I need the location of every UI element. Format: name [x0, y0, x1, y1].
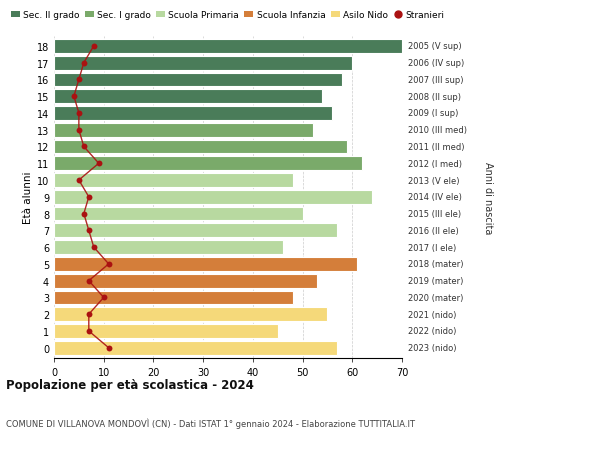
Point: [94, 160, 104, 168]
Bar: [54, 123, 313, 137]
Text: 2010 (III med): 2010 (III med): [408, 126, 467, 135]
Text: 2018 (mater): 2018 (mater): [408, 260, 463, 269]
Text: 2011 (II med): 2011 (II med): [408, 143, 464, 151]
Point: [74, 127, 83, 134]
Point: [74, 110, 83, 118]
Point: [84, 194, 94, 201]
Bar: [54, 157, 362, 171]
Bar: [54, 40, 402, 54]
Point: [79, 60, 89, 67]
Point: [104, 344, 113, 352]
Point: [84, 227, 94, 235]
Bar: [54, 241, 283, 254]
Text: 2006 (IV sup): 2006 (IV sup): [408, 59, 464, 68]
Text: 2009 (I sup): 2009 (I sup): [408, 109, 458, 118]
Text: 2014 (IV ele): 2014 (IV ele): [408, 193, 462, 202]
Text: Popolazione per età scolastica - 2024: Popolazione per età scolastica - 2024: [6, 379, 254, 392]
Point: [89, 244, 98, 251]
Bar: [54, 291, 293, 305]
Text: 2020 (mater): 2020 (mater): [408, 293, 463, 302]
Text: 2019 (mater): 2019 (mater): [408, 277, 463, 285]
Point: [99, 294, 109, 302]
Text: 2017 (I ele): 2017 (I ele): [408, 243, 456, 252]
Bar: [54, 224, 337, 238]
Point: [84, 311, 94, 318]
Text: 2021 (nido): 2021 (nido): [408, 310, 457, 319]
Point: [79, 210, 89, 218]
Bar: [54, 73, 343, 87]
Text: 2005 (V sup): 2005 (V sup): [408, 42, 461, 51]
Y-axis label: Età alunni: Età alunni: [23, 171, 32, 224]
Bar: [54, 174, 293, 187]
Point: [74, 177, 83, 185]
Point: [84, 277, 94, 285]
Bar: [54, 140, 347, 154]
Point: [79, 144, 89, 151]
Text: 2008 (II sup): 2008 (II sup): [408, 92, 461, 101]
Bar: [54, 90, 322, 104]
Text: Anni di nascita: Anni di nascita: [483, 161, 493, 234]
Point: [69, 93, 79, 101]
Bar: [54, 190, 372, 204]
Text: 2022 (nido): 2022 (nido): [408, 327, 457, 336]
Bar: [54, 341, 337, 355]
Bar: [54, 56, 352, 70]
Text: 2023 (nido): 2023 (nido): [408, 343, 457, 353]
Text: 2007 (III sup): 2007 (III sup): [408, 76, 463, 85]
Text: 2015 (III ele): 2015 (III ele): [408, 210, 461, 218]
Bar: [54, 207, 302, 221]
Point: [104, 261, 113, 268]
Text: 2013 (V ele): 2013 (V ele): [408, 176, 460, 185]
Point: [74, 77, 83, 84]
Bar: [54, 107, 332, 121]
Legend: Sec. II grado, Sec. I grado, Scuola Primaria, Scuola Infanzia, Asilo Nido, Stran: Sec. II grado, Sec. I grado, Scuola Prim…: [11, 11, 445, 20]
Point: [84, 328, 94, 335]
Bar: [54, 325, 278, 338]
Bar: [54, 308, 328, 321]
Bar: [54, 274, 317, 288]
Text: COMUNE DI VILLANOVA MONDOVÌ (CN) - Dati ISTAT 1° gennaio 2024 - Elaborazione TUT: COMUNE DI VILLANOVA MONDOVÌ (CN) - Dati …: [6, 418, 415, 428]
Text: 2016 (II ele): 2016 (II ele): [408, 226, 459, 235]
Bar: [54, 257, 357, 271]
Text: 2012 (I med): 2012 (I med): [408, 159, 462, 168]
Point: [89, 43, 98, 50]
